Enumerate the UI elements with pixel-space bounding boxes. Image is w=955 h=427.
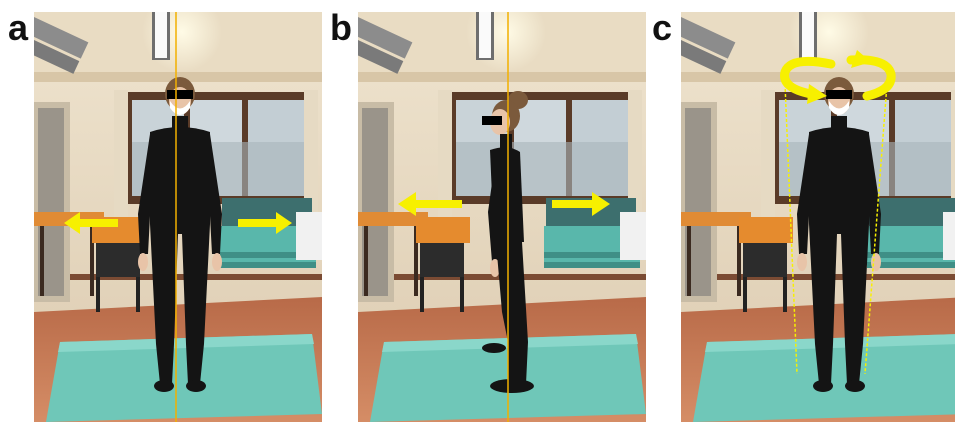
panel-label-a: a [8,7,29,48]
panel-label-b: b [330,7,352,48]
photo-sagittal-posture [358,12,646,422]
photo-rotation-posture [681,12,955,422]
panel-label-c: c [652,7,673,48]
left-arrow-icon [64,212,118,234]
photo-frontal-posture [34,12,322,422]
left-arrow-icon [398,192,462,216]
rotation-arrows-icon [780,50,896,104]
person-standing-side [482,91,534,393]
left-dotted-reference-line [784,83,798,375]
right-arrow-icon [552,192,610,216]
right-arrow-icon [238,212,292,234]
panel-b [358,12,646,422]
panel-a [34,12,322,422]
right-dotted-reference-line [864,83,888,375]
panel-c [681,12,955,422]
